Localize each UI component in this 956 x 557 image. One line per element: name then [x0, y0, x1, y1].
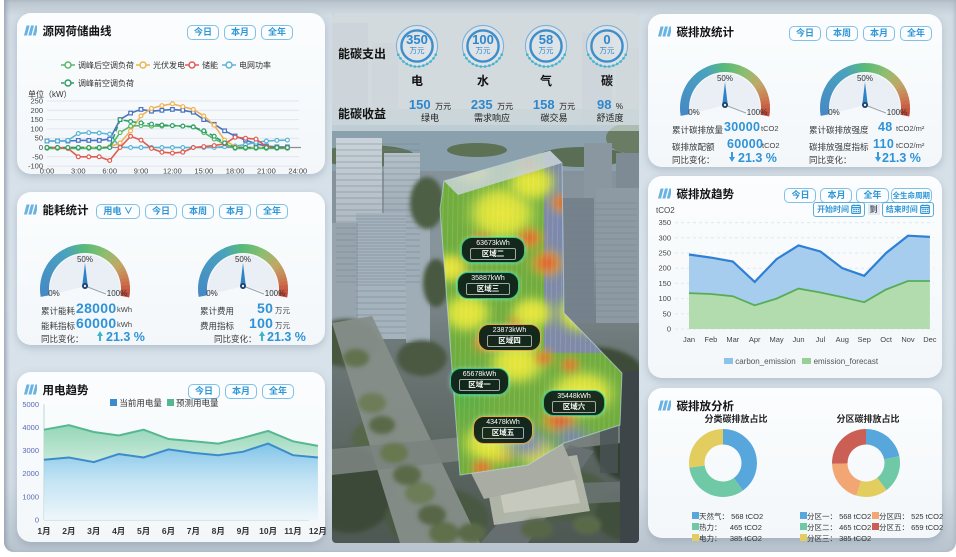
svg-text:250: 250: [30, 97, 43, 106]
svg-text:250: 250: [658, 249, 671, 258]
svg-text:0%: 0%: [206, 289, 218, 298]
svg-text:50: 50: [663, 309, 671, 318]
svg-text:50%: 50%: [717, 74, 733, 83]
svg-text:100: 100: [472, 32, 494, 47]
svg-text:电网功率: 电网功率: [239, 60, 271, 70]
svg-text:50: 50: [35, 134, 43, 143]
svg-text:9:00: 9:00: [134, 167, 149, 176]
svg-text:4000: 4000: [22, 423, 39, 432]
svg-text:Nov: Nov: [901, 335, 915, 344]
svg-text:350: 350: [658, 218, 671, 227]
svg-text:调峰后空调负荷: 调峰后空调负荷: [78, 60, 134, 70]
svg-text:12:00: 12:00: [163, 167, 182, 176]
svg-text:-100: -100: [28, 162, 43, 171]
svg-text:Feb: Feb: [704, 335, 717, 344]
svg-text:3月: 3月: [87, 526, 100, 536]
svg-text:50%: 50%: [77, 255, 93, 264]
svg-text:7月: 7月: [187, 526, 200, 536]
svg-text:3000: 3000: [22, 446, 39, 455]
svg-text:万元: 万元: [410, 46, 425, 55]
svg-text:Jan: Jan: [683, 335, 695, 344]
svg-text:24:00: 24:00: [288, 167, 307, 176]
svg-text:0%: 0%: [48, 289, 60, 298]
svg-text:6:00: 6:00: [102, 167, 117, 176]
svg-text:300: 300: [658, 233, 671, 242]
svg-text:100%: 100%: [265, 289, 285, 298]
svg-text:2000: 2000: [22, 469, 39, 478]
svg-text:May: May: [770, 335, 784, 344]
svg-text:0: 0: [603, 32, 610, 47]
svg-text:6月: 6月: [162, 526, 175, 536]
svg-text:Jun: Jun: [792, 335, 804, 344]
svg-text:Aug: Aug: [836, 335, 849, 344]
svg-text:万元: 万元: [600, 46, 615, 55]
svg-text:Oct: Oct: [880, 335, 893, 344]
svg-text:2月: 2月: [62, 526, 75, 536]
svg-text:100%: 100%: [107, 289, 127, 298]
svg-text:50%: 50%: [857, 74, 873, 83]
svg-text:100%: 100%: [747, 108, 767, 117]
svg-text:200: 200: [658, 264, 671, 273]
svg-text:150: 150: [658, 279, 671, 288]
svg-text:1月: 1月: [37, 526, 50, 536]
svg-text:-50: -50: [32, 152, 43, 161]
svg-text:4月: 4月: [112, 526, 125, 536]
svg-text:8月: 8月: [212, 526, 225, 536]
svg-text:58: 58: [539, 32, 553, 47]
svg-text:11月: 11月: [284, 526, 302, 536]
svg-text:0:00: 0:00: [40, 167, 55, 176]
svg-text:100: 100: [658, 294, 671, 303]
svg-text:0: 0: [35, 516, 39, 525]
svg-text:0%: 0%: [688, 108, 700, 117]
svg-text:光伏发电: 光伏发电: [153, 60, 185, 70]
svg-text:18:00: 18:00: [226, 167, 245, 176]
svg-text:100%: 100%: [887, 108, 907, 117]
svg-text:Jul: Jul: [816, 335, 826, 344]
svg-text:Dec: Dec: [923, 335, 937, 344]
svg-text:Mar: Mar: [726, 335, 739, 344]
svg-text:0: 0: [667, 325, 671, 334]
svg-text:Apr: Apr: [749, 335, 761, 344]
svg-text:单位（kW）: 单位（kW）: [28, 89, 72, 99]
svg-text:5月: 5月: [137, 526, 150, 536]
svg-text:150: 150: [30, 115, 43, 124]
svg-text:1000: 1000: [22, 492, 39, 501]
svg-text:0: 0: [39, 143, 43, 152]
svg-text:10月: 10月: [259, 526, 277, 536]
svg-text:350: 350: [406, 32, 428, 47]
svg-text:Sep: Sep: [858, 335, 871, 344]
svg-text:调峰前空调负荷: 调峰前空调负荷: [78, 78, 134, 88]
svg-text:0%: 0%: [828, 108, 840, 117]
svg-text:万元: 万元: [539, 46, 554, 55]
svg-text:储能: 储能: [202, 60, 218, 70]
svg-text:9月: 9月: [237, 526, 250, 536]
svg-text:万元: 万元: [476, 46, 491, 55]
svg-text:50%: 50%: [235, 255, 251, 264]
svg-text:3:00: 3:00: [71, 167, 86, 176]
svg-text:200: 200: [30, 106, 43, 115]
svg-text:5000: 5000: [22, 400, 39, 409]
svg-text:12月: 12月: [309, 526, 327, 536]
svg-text:15:00: 15:00: [194, 167, 213, 176]
svg-text:100: 100: [30, 124, 43, 133]
svg-text:21:00: 21:00: [257, 167, 276, 176]
